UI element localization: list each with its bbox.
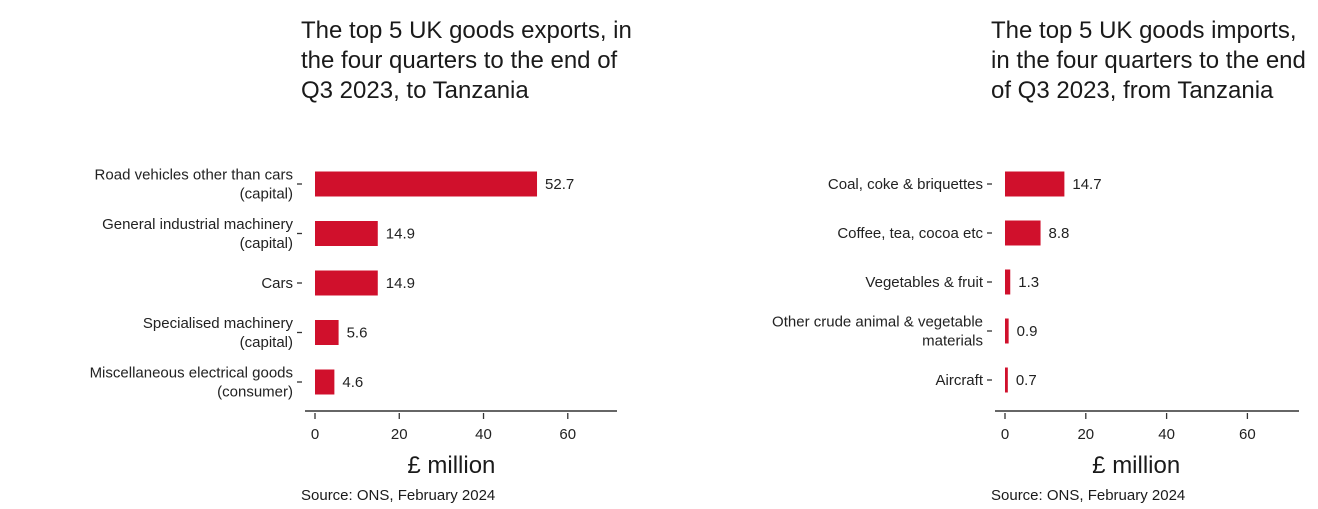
exports-chart-panel: The top 5 UK goods exports, in the four … xyxy=(90,17,632,504)
bar xyxy=(1005,367,1008,393)
bar xyxy=(1005,318,1009,344)
x-tick-label: 0 xyxy=(1001,426,1009,443)
category-label: materials xyxy=(922,333,983,350)
x-tick-label: 40 xyxy=(1158,426,1175,443)
bar xyxy=(1005,220,1041,246)
category-label: Road vehicles other than cars xyxy=(95,167,293,184)
category-label: General industrial machinery xyxy=(102,216,293,233)
x-tick-label: 60 xyxy=(1239,426,1256,443)
x-axis-title: £ million xyxy=(407,452,495,479)
chart-title: The top 5 UK goods imports, in the four … xyxy=(991,17,1306,104)
source-note: Source: ONS, February 2024 xyxy=(301,487,496,504)
category-label: Specialised machinery xyxy=(143,315,294,332)
imports-bar-chart: Coal, coke & briquettes 14.7 Coffee, tea, … xyxy=(772,171,1299,479)
x-axis-title: £ million xyxy=(1092,452,1180,479)
bar xyxy=(1005,171,1065,197)
chart-title: The top 5 UK goods exports, in the four … xyxy=(301,17,632,104)
category-label: Aircraft xyxy=(935,372,983,389)
bar xyxy=(315,369,335,395)
data-label: 4.6 xyxy=(342,374,363,391)
x-tick-label: 0 xyxy=(311,426,319,443)
exports-bar-chart: Road vehicles other than cars (capital) 52… xyxy=(90,167,617,479)
category-label: Other crude animal & vegetable xyxy=(772,314,983,331)
data-label: 8.8 xyxy=(1049,225,1070,242)
x-tick-label: 20 xyxy=(1077,426,1094,443)
data-label: 0.7 xyxy=(1016,372,1037,389)
category-label: (consumer) xyxy=(217,384,293,401)
data-label: 14.9 xyxy=(386,226,415,243)
data-label: 0.9 xyxy=(1017,323,1038,340)
category-label: Coffee, tea, cocoa etc xyxy=(837,225,983,242)
data-label: 14.9 xyxy=(386,275,415,292)
bar xyxy=(315,320,339,345)
category-label: Miscellaneous electrical goods xyxy=(90,365,293,382)
imports-chart-panel: The top 5 UK goods imports, in the four … xyxy=(659,0,1318,509)
source-note: Source: ONS, February 2024 xyxy=(991,487,1186,504)
category-label: (capital) xyxy=(240,186,293,203)
category-label: Coal, coke & briquettes xyxy=(828,176,983,193)
category-label: (capital) xyxy=(240,334,293,351)
data-label: 14.7 xyxy=(1072,176,1101,193)
x-tick-label: 60 xyxy=(559,426,576,443)
bar xyxy=(315,221,378,246)
x-tick-label: 20 xyxy=(391,426,408,443)
data-label: 52.7 xyxy=(545,176,574,193)
data-label: 1.3 xyxy=(1018,274,1039,291)
bar xyxy=(315,171,538,197)
category-label: Cars xyxy=(261,275,293,292)
bar xyxy=(315,270,378,296)
category-label: Vegetables & fruit xyxy=(865,274,983,291)
data-label: 5.6 xyxy=(347,325,368,342)
x-tick-label: 40 xyxy=(475,426,492,443)
bar xyxy=(1005,269,1011,295)
category-label: (capital) xyxy=(240,235,293,252)
